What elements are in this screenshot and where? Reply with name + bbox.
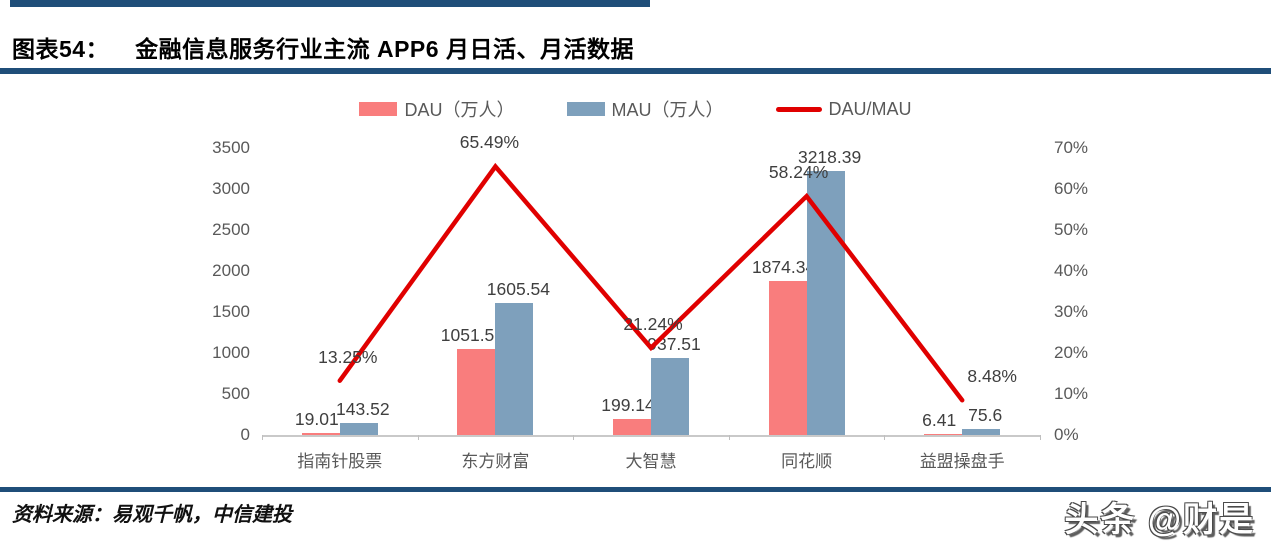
y-axis-label-left: 500 bbox=[221, 384, 250, 403]
y-axis-label-right: 30% bbox=[1054, 302, 1089, 321]
y-axis-label-right: 70% bbox=[1054, 138, 1089, 157]
category-label: 东方财富 bbox=[461, 452, 530, 471]
watermark-text: 头条 @财是 bbox=[1064, 501, 1255, 539]
figure-title: 金融信息服务行业主流 APP6 月日活、月活数据 bbox=[135, 36, 634, 62]
legend-label-ratio: DAU/MAU bbox=[828, 98, 912, 119]
y-axis-label-right: 10% bbox=[1054, 384, 1089, 403]
dau-value-label: 1051.51 bbox=[440, 324, 505, 345]
y-axis-label-right: 20% bbox=[1054, 343, 1089, 362]
x-axis-tick bbox=[884, 435, 886, 440]
dau-value-label: 6.41 bbox=[922, 410, 957, 431]
y-axis-label-right: 40% bbox=[1054, 261, 1089, 280]
mau-swatch-icon bbox=[566, 102, 605, 116]
dau-bar bbox=[613, 418, 651, 435]
mau-value-label: 3218.39 bbox=[797, 147, 862, 168]
category-label: 同花顺 bbox=[781, 452, 833, 471]
title-divider-rule bbox=[0, 68, 1271, 74]
dau-bar bbox=[768, 281, 807, 435]
legend-label-mau: MAU（万人） bbox=[611, 100, 724, 120]
ratio-value-label: 13.25% bbox=[318, 346, 378, 367]
header-accent-bar bbox=[10, 0, 650, 7]
ratio-value-label: 8.48% bbox=[967, 366, 1017, 387]
y-axis-label-left: 1500 bbox=[212, 302, 250, 321]
legend-item-dau: DAU（万人） bbox=[359, 96, 515, 122]
x-axis-tick bbox=[573, 435, 575, 440]
ratio-value-label: 58.24% bbox=[768, 162, 829, 183]
y-axis-label-left: 3000 bbox=[212, 179, 250, 198]
ratio-line-swatch-icon bbox=[775, 106, 822, 112]
figure-caption: 图表54： 金融信息服务行业主流 APP6 月日活、月活数据 bbox=[12, 30, 634, 64]
mau-bar bbox=[651, 358, 689, 435]
x-axis-tick bbox=[417, 435, 419, 440]
source-note: 资料来源：易观千帆，中信建投 bbox=[12, 504, 292, 526]
dau-bar bbox=[457, 348, 496, 435]
mau-value-label: 1605.54 bbox=[486, 279, 551, 300]
dau-mau-line bbox=[337, 162, 965, 403]
y-axis-label-right: 50% bbox=[1054, 220, 1089, 239]
x-axis-tick bbox=[728, 435, 730, 440]
dau-bar bbox=[924, 434, 963, 435]
mau-bar bbox=[962, 428, 1001, 435]
legend-label-dau: DAU（万人） bbox=[404, 100, 515, 120]
category-label: 指南针股票 bbox=[297, 452, 383, 471]
category-label: 益盟操盘手 bbox=[919, 452, 1005, 471]
chart-legend: DAU（万人） MAU（万人） DAU/MAU bbox=[0, 96, 1271, 122]
legend-item-mau: MAU（万人） bbox=[566, 96, 724, 122]
dau-value-label: 199.14 bbox=[601, 394, 655, 415]
mau-value-label: 143.52 bbox=[336, 399, 390, 420]
dau-bar bbox=[301, 433, 340, 435]
mau-bar bbox=[339, 423, 378, 435]
mau-bar bbox=[495, 303, 534, 435]
y-axis-label-left: 3500 bbox=[212, 138, 250, 157]
y-axis-label-right: 60% bbox=[1054, 179, 1089, 198]
ratio-value-label: 21.24% bbox=[623, 313, 683, 334]
mau-bar bbox=[806, 171, 845, 435]
y-axis-label-left: 1000 bbox=[212, 343, 250, 362]
y-axis-label-left: 2500 bbox=[212, 220, 250, 239]
dau-value-label: 19.01 bbox=[294, 409, 339, 430]
dau-swatch-icon bbox=[359, 102, 398, 116]
mau-value-label: 75.6 bbox=[968, 404, 1003, 425]
x-axis-tick bbox=[1040, 435, 1041, 440]
ratio-value-label: 65.49% bbox=[459, 132, 520, 153]
category-label: 大智慧 bbox=[625, 452, 677, 471]
footer-divider-rule bbox=[0, 487, 1271, 492]
y-axis-label-right: 0% bbox=[1054, 425, 1079, 444]
y-axis-label-left: 0 bbox=[240, 425, 250, 444]
y-axis-label-left: 2000 bbox=[212, 261, 250, 280]
x-axis-line bbox=[262, 435, 1040, 437]
x-axis-tick bbox=[262, 435, 263, 440]
dau-value-label: 1874.34 bbox=[751, 257, 816, 278]
legend-item-ratio: DAU/MAU bbox=[775, 98, 912, 120]
figure-number: 图表54： bbox=[12, 36, 110, 62]
